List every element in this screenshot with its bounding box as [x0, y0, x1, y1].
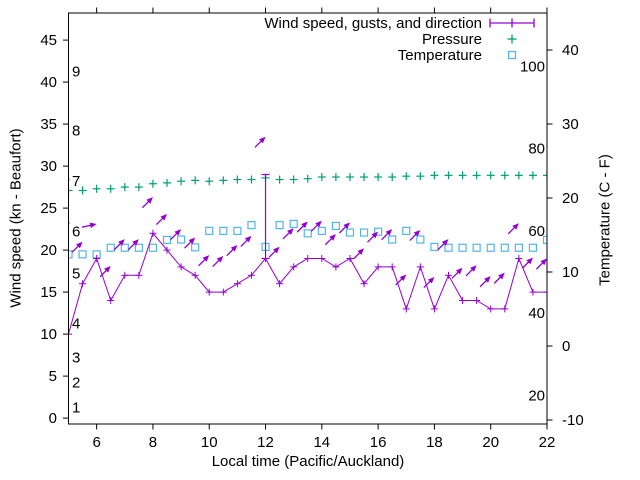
svg-text:35: 35 [40, 116, 57, 133]
plot-data [68, 136, 548, 338]
errorbar-icon [489, 16, 535, 30]
svg-text:15: 15 [40, 284, 57, 301]
legend: Wind speed, gusts, and direction Pressur… [264, 14, 535, 64]
svg-text:20: 20 [482, 434, 499, 451]
axis-ticks [63, 7, 553, 430]
svg-text:10: 10 [40, 326, 57, 343]
left-axis-title: Wind speed (kn - Beaufort) [7, 128, 25, 308]
svg-text:8: 8 [72, 123, 80, 140]
svg-text:0: 0 [562, 338, 570, 355]
legend-label-wind: Wind speed, gusts, and direction [264, 14, 482, 32]
pressure-series [68, 171, 548, 195]
svg-text:5: 5 [49, 368, 57, 385]
svg-text:0: 0 [49, 410, 57, 427]
svg-text:6: 6 [92, 434, 100, 451]
svg-text:3: 3 [72, 349, 80, 366]
legend-entry-wind: Wind speed, gusts, and direction [264, 14, 535, 32]
svg-text:-10: -10 [562, 412, 584, 429]
axis-tick-labels: 6 8 10 12 14 16 18 20 22051015202530354045-10010… [40, 32, 583, 451]
svg-text:4: 4 [72, 316, 80, 333]
wind-speed-series [68, 173, 548, 338]
svg-text:25: 25 [40, 200, 57, 217]
svg-text:22: 22 [539, 434, 556, 451]
plot-border [68, 12, 548, 425]
svg-text:8: 8 [149, 434, 157, 451]
svg-text:30: 30 [40, 158, 57, 175]
svg-text:7: 7 [72, 173, 80, 190]
svg-text:10: 10 [562, 264, 579, 281]
legend-label-temperature: Temperature [397, 46, 482, 64]
svg-text:18: 18 [426, 434, 443, 451]
legend-entry-temperature: Temperature [264, 46, 535, 64]
svg-text:9: 9 [72, 64, 80, 81]
svg-text:6: 6 [72, 223, 80, 240]
svg-text:12: 12 [257, 434, 274, 451]
right-axis-title: Temperature (C - F) [596, 154, 614, 286]
legend-entry-pressure: Pressure [264, 30, 535, 48]
svg-text:1: 1 [72, 400, 80, 417]
legend-label-pressure: Pressure [421, 30, 482, 48]
svg-text:45: 45 [40, 32, 57, 49]
svg-text:80: 80 [528, 141, 545, 158]
svg-text:2: 2 [72, 375, 80, 392]
svg-text:20: 20 [562, 190, 579, 207]
svg-text:60: 60 [528, 223, 545, 240]
square-icon [489, 50, 535, 60]
svg-text:20: 20 [528, 387, 545, 404]
svg-text:40: 40 [40, 74, 57, 91]
svg-text:30: 30 [562, 116, 579, 133]
svg-text:5: 5 [72, 265, 80, 282]
svg-text:10: 10 [201, 434, 218, 451]
svg-text:100: 100 [520, 58, 545, 75]
svg-text:16: 16 [370, 434, 387, 451]
x-axis-title: Local time (Pacific/Auckland) [211, 453, 405, 470]
wind-direction-arrows [68, 136, 547, 289]
svg-text:40: 40 [562, 42, 579, 59]
temperature-series [68, 219, 548, 259]
inner-scale-labels: 1 2 3 4 5 6 7 8 9 20 40 60 80 100 [72, 58, 545, 416]
svg-text:14: 14 [313, 434, 330, 451]
svg-text:20: 20 [40, 242, 57, 259]
plus-icon [489, 33, 535, 45]
svg-text:40: 40 [528, 305, 545, 322]
